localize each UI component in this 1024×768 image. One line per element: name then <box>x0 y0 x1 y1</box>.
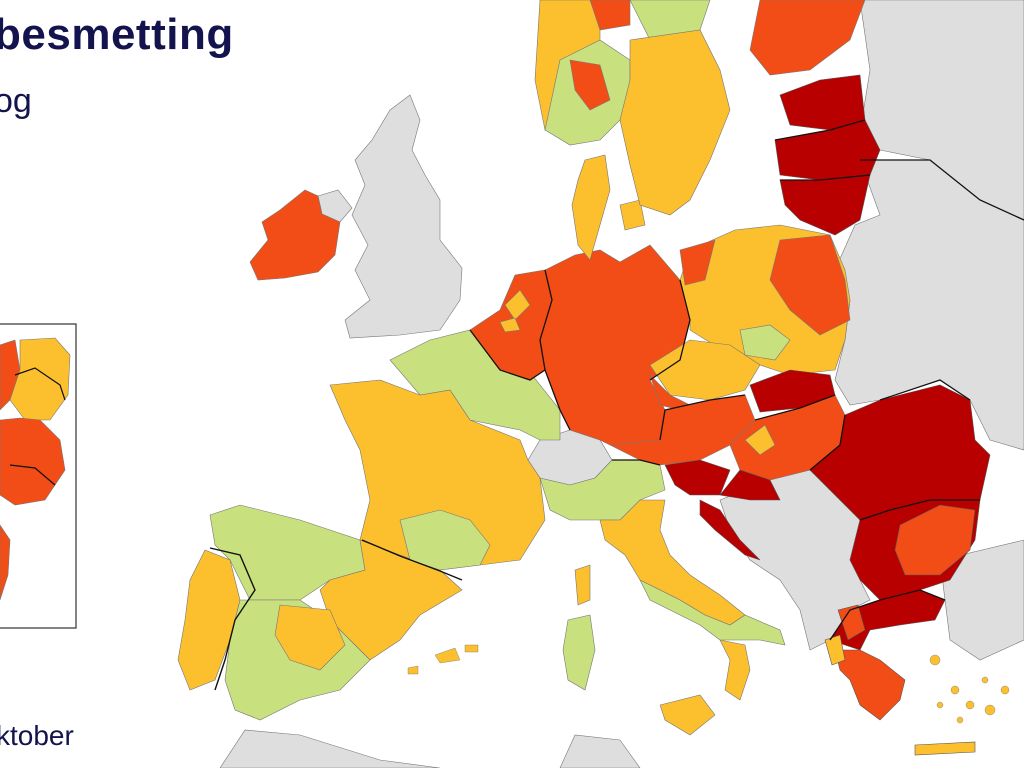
region-poland <box>679 224 851 376</box>
region-greece <box>824 589 976 756</box>
region-balearic-islands <box>407 644 479 675</box>
inset-map <box>0 323 77 629</box>
region-baltics <box>774 74 881 236</box>
border-spain-portugal <box>209 547 256 691</box>
region-italy <box>539 459 786 736</box>
region-bulgaria <box>849 499 981 601</box>
non-member-areas <box>219 0 1024 768</box>
map-title: besmetting <box>0 10 234 59</box>
map-subtitle: og <box>0 82 32 120</box>
national-borders <box>469 119 1024 641</box>
region-north-africa <box>219 729 441 768</box>
region-aegean-islands <box>929 654 1010 724</box>
region-tunisia <box>559 734 641 768</box>
region-ireland <box>249 189 341 281</box>
region-denmark <box>571 154 646 261</box>
date-label: ktober <box>0 720 74 751</box>
region-great-britain <box>344 94 463 339</box>
region-scandinavia <box>534 0 866 216</box>
region-france <box>329 329 561 571</box>
region-croatia-slovenia <box>664 459 781 561</box>
border-france-spain <box>361 539 463 581</box>
